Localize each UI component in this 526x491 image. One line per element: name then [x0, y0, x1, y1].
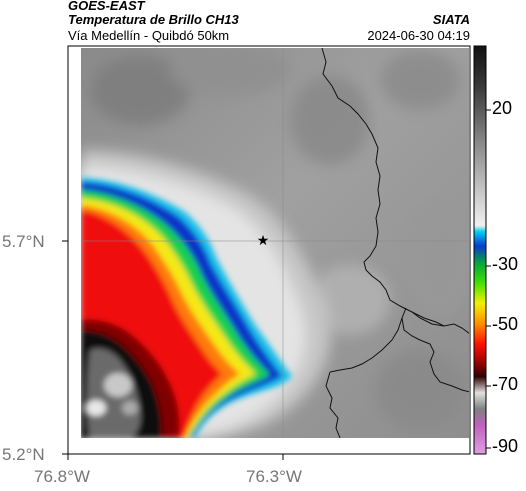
colorbar-tick-minus-30: -30 — [492, 254, 519, 274]
lon-label-76-8: 76.8°W — [34, 467, 90, 486]
lon-label-76-3: 76.3°W — [246, 467, 302, 486]
municipal-boundary-link — [411, 311, 445, 327]
region-subtitle: Vía Medellín - Quibdó 50km — [68, 28, 230, 43]
satellite-image: ★ — [81, 48, 469, 438]
storm-contours — [81, 178, 292, 438]
department-boundary — [321, 48, 469, 334]
colorbar-tick-20: 20 — [492, 98, 513, 118]
star-icon: ★ — [257, 232, 270, 248]
municipal-boundary-south — [325, 371, 341, 438]
colorbar — [473, 45, 491, 455]
colorbar-tick-minus-90: -90 — [492, 436, 519, 456]
lat-label-5-2: 5.2°N — [2, 445, 45, 464]
municipal-boundary-east — [401, 307, 469, 393]
agency-label: SIATA — [432, 12, 470, 27]
colorbar-tick-minus-50: -50 — [492, 314, 519, 334]
colorbar-tick-minus-70: -70 — [492, 374, 519, 394]
datetime-label: 2024-06-30 04:19 — [367, 28, 470, 43]
product-title: Temperatura de Brillo CH13 — [68, 12, 239, 27]
colorbar-scale — [473, 45, 487, 455]
municipal-boundary-mid — [329, 317, 403, 373]
lat-label-5-7: 5.7°N — [2, 232, 45, 251]
source-title: GOES-EAST — [68, 0, 145, 13]
